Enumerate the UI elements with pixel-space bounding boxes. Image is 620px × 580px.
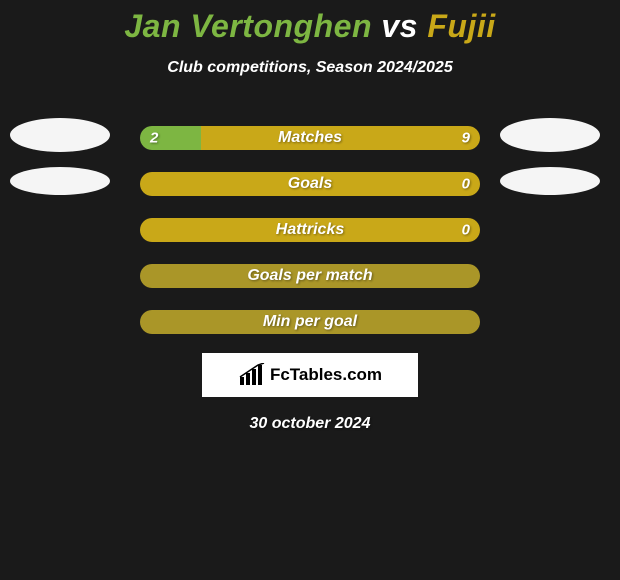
stats-area: 2 9 Matches 0 Goals 0 Hattricks Goals per match… [0, 115, 620, 345]
player2-name: Fujii [427, 8, 495, 44]
stat-row: Min per goal [0, 299, 620, 345]
stat-label: Goals per match [247, 267, 372, 285]
date-label: 30 october 2024 [0, 415, 620, 433]
logo-text: FcTables.com [270, 365, 382, 385]
stat-value-left: 2 [150, 130, 158, 147]
stat-bar: 0 Goals [140, 172, 480, 196]
stat-label: Goals [288, 175, 332, 193]
stat-value-right: 0 [462, 176, 470, 193]
stat-row: 0 Goals [0, 161, 620, 207]
source-logo[interactable]: FcTables.com [202, 353, 418, 397]
stat-value-right: 0 [462, 222, 470, 239]
player1-name: Jan Vertonghen [124, 8, 372, 44]
stat-bar: 0 Hattricks [140, 218, 480, 242]
stat-bar: 2 9 Matches [140, 126, 480, 150]
page-title: Jan Vertonghen vs Fujii [0, 8, 620, 45]
stat-label: Matches [278, 129, 342, 147]
stat-row: 2 9 Matches [0, 115, 620, 161]
stat-bar: Goals per match [140, 264, 480, 288]
subtitle: Club competitions, Season 2024/2025 [0, 59, 620, 77]
stat-row: Goals per match [0, 253, 620, 299]
stat-label: Hattricks [276, 221, 344, 239]
comparison-widget: Jan Vertonghen vs Fujii Club competition… [0, 0, 620, 433]
stat-bar: Min per goal [140, 310, 480, 334]
stat-value-right: 9 [462, 130, 470, 147]
vs-text: vs [381, 8, 418, 44]
stat-row: 0 Hattricks [0, 207, 620, 253]
bar-chart-icon [238, 363, 266, 387]
stat-label: Min per goal [263, 313, 357, 331]
